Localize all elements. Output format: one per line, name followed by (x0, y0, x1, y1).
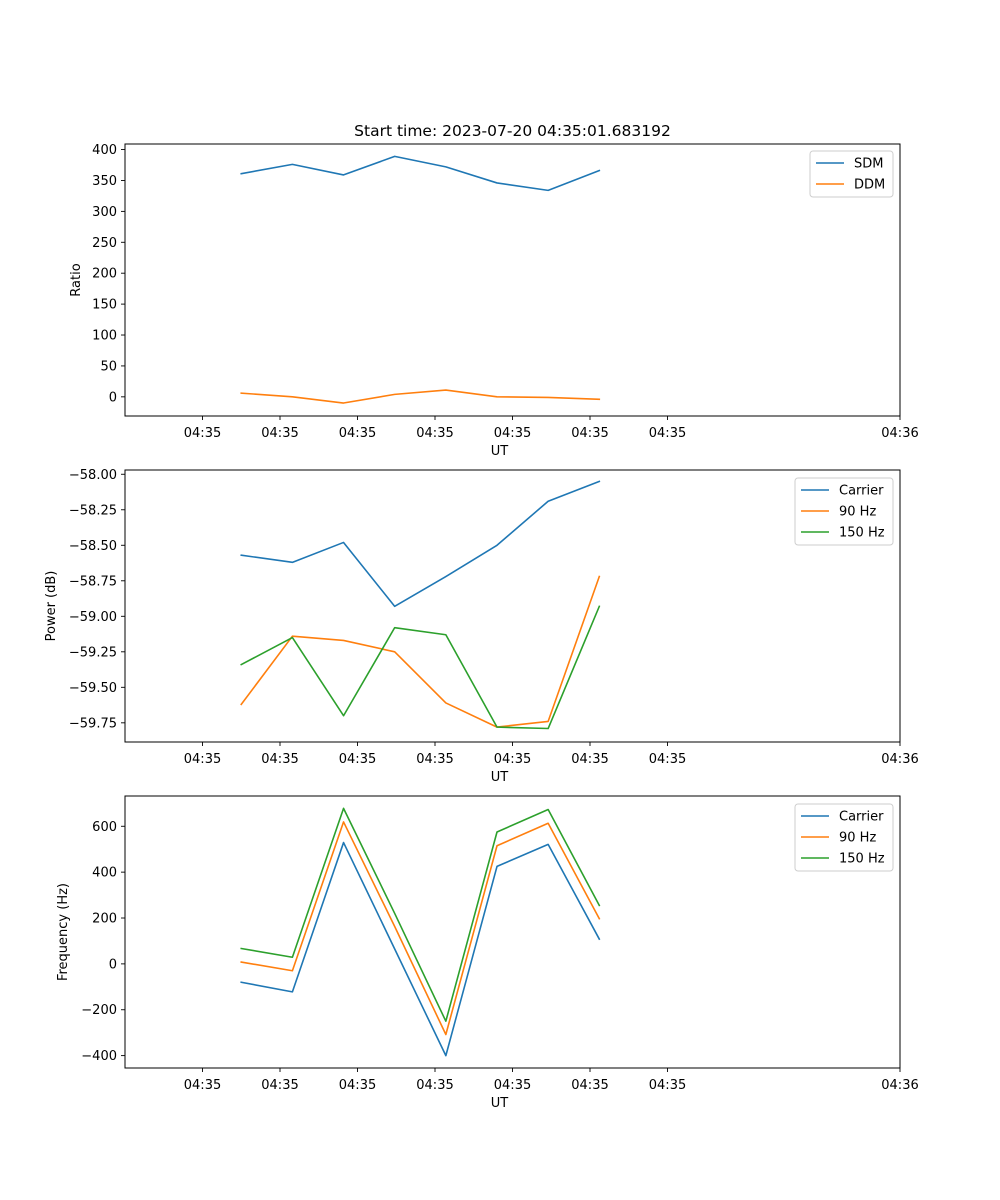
frequency-panel: 04:35 04:35 04:35 04:35 04:35 04:35 04:35 04:36… (56, 795, 919, 1111)
x-tick-label: 04:35 (649, 1078, 686, 1093)
series-line-150-hz (240, 605, 601, 730)
y-tick-label: 200 (92, 267, 117, 282)
y-tick-label: −58.00 (69, 468, 117, 483)
x-tick-label: 04:36 (881, 1078, 918, 1093)
legend-box (794, 803, 894, 872)
x-tick-label: 04:35 (649, 426, 686, 441)
x-tick-label: 04:35 (339, 426, 376, 441)
x-tick-label: 04:35 (261, 1078, 298, 1093)
y-tick-label: 100 (92, 329, 117, 344)
x-axis-label: UT (491, 444, 509, 459)
y-tick-label: −59.50 (69, 681, 117, 696)
y-tick-label: 200 (92, 912, 117, 927)
y-tick-label: 0 (109, 957, 117, 972)
legend-entry: Carrier (839, 810, 884, 825)
legend-entry: 90 Hz (839, 831, 876, 846)
y-tick-label: 0 (109, 390, 117, 405)
y-tick-label: −200 (81, 1003, 117, 1018)
x-tick-label: 04:36 (881, 426, 918, 441)
y-tick-label: 350 (92, 174, 117, 189)
series-line-90-hz (240, 821, 601, 1036)
y-tick-label: −58.25 (69, 503, 117, 518)
x-tick-label: 04:35 (184, 426, 221, 441)
x-tick-label: 04:35 (571, 752, 608, 767)
y-tick-label: 150 (92, 298, 117, 313)
legend-entry: Carrier (839, 484, 884, 499)
power-panel: 04:35 04:35 04:35 04:35 04:35 04:35 04:35 04:36… (44, 468, 919, 785)
y-axis-label: Ratio (69, 263, 84, 296)
x-tick-label: 04:35 (571, 1078, 608, 1093)
x-tick-label: 04:35 (649, 752, 686, 767)
x-tick-label: 04:35 (416, 1078, 453, 1093)
legend-box (794, 477, 894, 546)
series-line-ddm (240, 389, 601, 404)
series-line-90-hz (240, 575, 601, 728)
y-tick-label: −58.75 (69, 574, 117, 589)
series-line-150-hz (240, 807, 601, 1023)
legend-entry: SDM (854, 157, 883, 172)
y-tick-label: 300 (92, 205, 117, 220)
y-tick-label: 50 (100, 359, 117, 374)
x-tick-label: 04:35 (571, 426, 608, 441)
x-axis-label: UT (491, 770, 509, 785)
y-tick-label: −59.25 (69, 645, 117, 660)
y-tick-label: −400 (81, 1049, 117, 1064)
x-tick-label: 04:35 (494, 1078, 531, 1093)
legend: Carrier 90 Hz 150 Hz (794, 477, 894, 546)
series-line-carrier (240, 480, 601, 608)
x-tick-label: 04:35 (339, 1078, 376, 1093)
y-axis-label: Power (dB) (44, 571, 59, 642)
chart-title: Start time: 2023-07-20 04:35:01.683192 (354, 122, 671, 140)
y-tick-label: −58.50 (69, 539, 117, 554)
y-tick-label: 600 (92, 820, 117, 835)
legend-entry: DDM (854, 178, 885, 193)
legend: SDM DDM (809, 150, 894, 198)
x-tick-label: 04:35 (494, 752, 531, 767)
x-tick-label: 04:35 (261, 426, 298, 441)
y-tick-label: −59.00 (69, 610, 117, 625)
legend-entry: 90 Hz (839, 505, 876, 520)
y-tick-label: 400 (92, 866, 117, 881)
legend-entry: 150 Hz (839, 852, 885, 867)
legend: Carrier 90 Hz 150 Hz (794, 803, 894, 872)
legend-entry: 150 Hz (839, 526, 885, 541)
series-line-sdm (240, 155, 601, 192)
x-tick-label: 04:35 (416, 752, 453, 767)
x-tick-label: 04:35 (416, 426, 453, 441)
x-tick-label: 04:36 (881, 752, 918, 767)
ratio-panel: 04:35 04:35 04:35 04:35 04:35 04:35 04:35 04:36… (69, 143, 919, 459)
series-line-carrier (240, 841, 601, 1057)
x-tick-label: 04:35 (184, 752, 221, 767)
y-tick-label: −59.75 (69, 716, 117, 731)
y-axis-label: Frequency (Hz) (56, 883, 71, 981)
x-tick-label: 04:35 (184, 1078, 221, 1093)
x-tick-label: 04:35 (494, 426, 531, 441)
y-tick-label: 400 (92, 143, 117, 158)
x-axis-label: UT (491, 1096, 509, 1111)
x-tick-label: 04:35 (261, 752, 298, 767)
y-tick-label: 250 (92, 236, 117, 251)
x-tick-label: 04:35 (339, 752, 376, 767)
